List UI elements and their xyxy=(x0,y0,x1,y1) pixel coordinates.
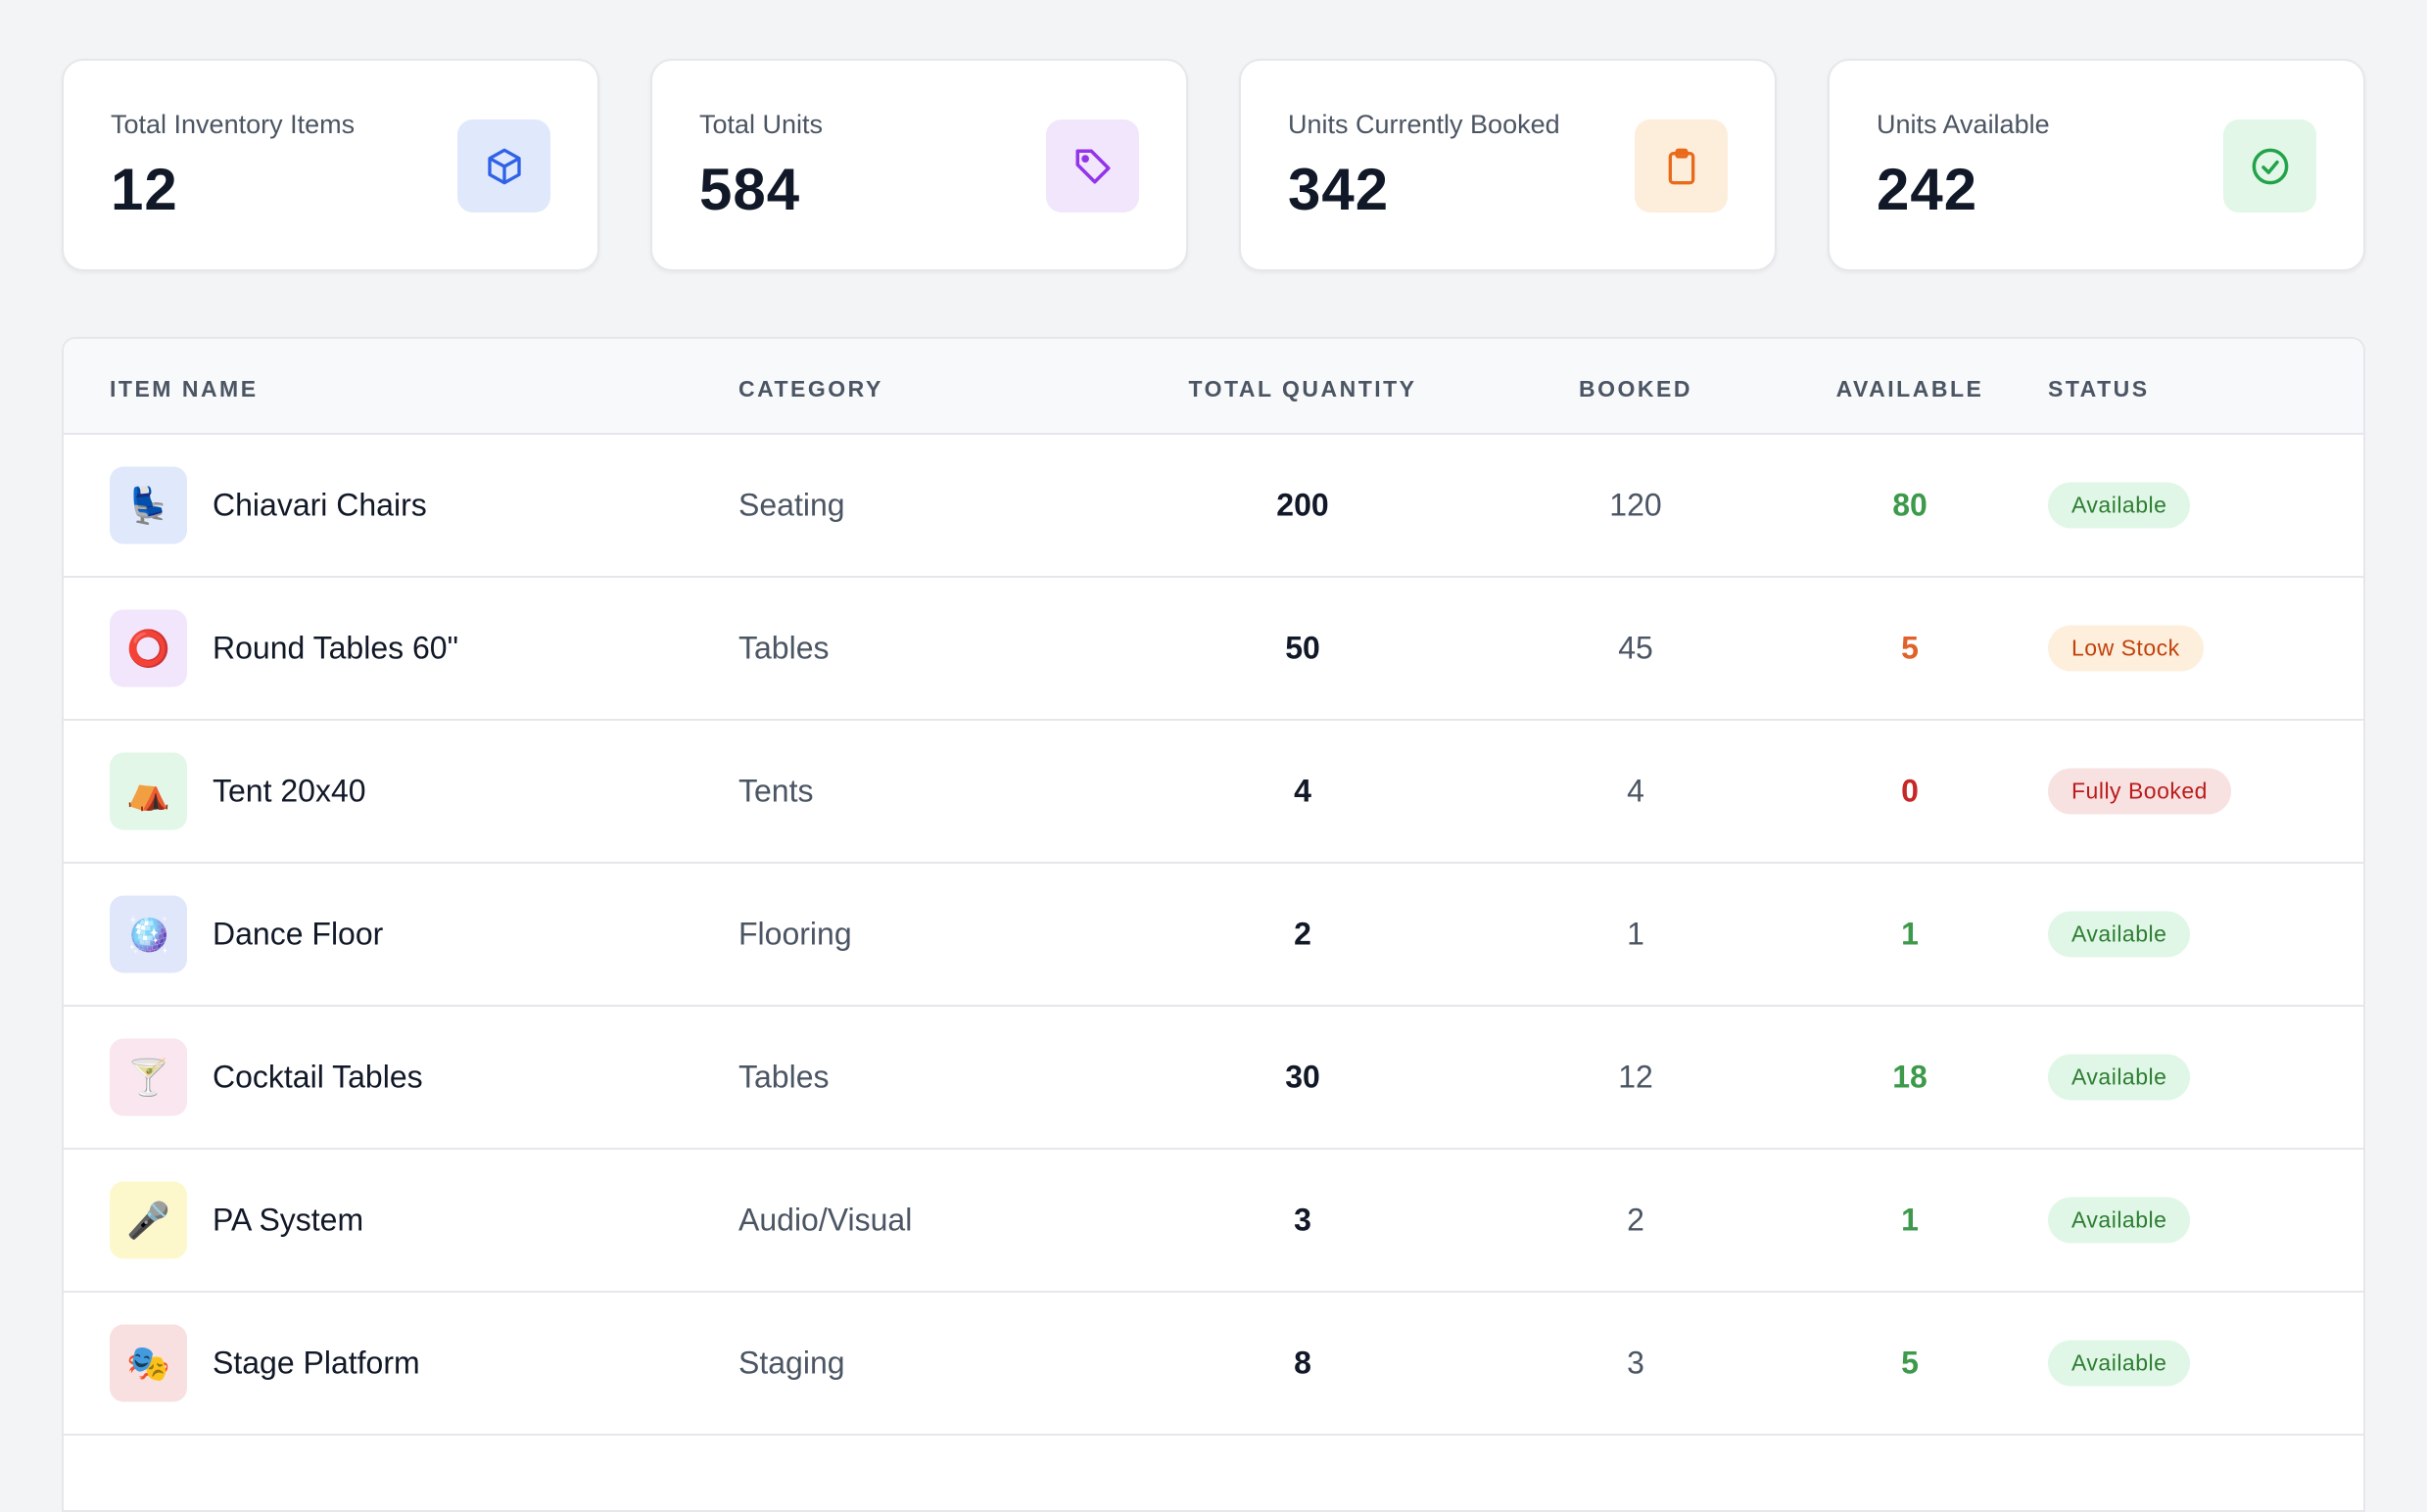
table-row[interactable]: ⭕ Round Tables 60" Tables 50 45 5 Low Stock xyxy=(64,578,2363,721)
item-name: PA System xyxy=(213,1202,364,1238)
item-name: Dance Floor xyxy=(213,916,384,952)
status-badge: Available xyxy=(2048,911,2191,958)
item-category: Tents xyxy=(738,773,814,809)
item-total-quantity: 8 xyxy=(1294,1345,1311,1381)
item-booked: 4 xyxy=(1627,773,1644,809)
item-total-quantity: 50 xyxy=(1285,630,1320,666)
item-name: Tent 20x40 xyxy=(213,773,366,809)
table-row[interactable]: ⛺ Tent 20x40 Tents 4 4 0 Fully Booked xyxy=(64,721,2363,864)
item-category: Audio/Visual xyxy=(738,1202,913,1238)
check-circle-icon xyxy=(2223,119,2316,213)
stat-value: 12 xyxy=(111,157,178,222)
header-status[interactable]: STATUS xyxy=(2048,376,2150,402)
item-icon: 🎤 xyxy=(110,1181,187,1259)
item-category: Tables xyxy=(738,1059,830,1095)
item-booked: 1 xyxy=(1627,916,1644,952)
item-booked: 45 xyxy=(1618,630,1653,666)
item-emoji-icon: 🪩 xyxy=(126,914,170,954)
status-badge: Low Stock xyxy=(2048,625,2204,672)
item-booked: 2 xyxy=(1627,1202,1644,1238)
stat-label: Total Units xyxy=(699,110,824,139)
stat-card-total-items: Total Inventory Items 12 xyxy=(62,59,599,271)
table-row[interactable]: 🎭 Stage Platform Staging 8 3 5 Available xyxy=(64,1293,2363,1436)
header-booked[interactable]: BOOKED xyxy=(1579,376,1692,402)
status-badge: Available xyxy=(2048,1054,2191,1101)
stat-card-total-units: Total Units 584 xyxy=(650,59,1188,271)
item-emoji-icon: ⭕ xyxy=(126,628,170,668)
header-available[interactable]: AVAILABLE xyxy=(1835,376,1984,402)
item-category: Seating xyxy=(738,487,845,523)
item-icon: ⭕ xyxy=(110,609,187,687)
stat-value: 584 xyxy=(699,157,801,222)
item-icon: 🎭 xyxy=(110,1324,187,1402)
header-category[interactable]: CATEGORY xyxy=(738,376,883,402)
item-emoji-icon: ⛺ xyxy=(126,771,170,811)
item-category: Staging xyxy=(738,1345,845,1381)
tag-icon xyxy=(1046,119,1139,213)
stats-cards: Total Inventory Items 12 Total Units 584… xyxy=(62,59,2365,271)
item-available: 18 xyxy=(1892,1059,1927,1095)
item-emoji-icon: 🎭 xyxy=(126,1343,170,1383)
item-emoji-icon: 🍸 xyxy=(126,1057,170,1097)
table-row[interactable] xyxy=(64,1436,2363,1510)
item-icon: 🪩 xyxy=(110,895,187,973)
item-total-quantity: 2 xyxy=(1294,916,1311,952)
stat-card-units-booked: Units Currently Booked 342 xyxy=(1239,59,1777,271)
item-icon: 🍸 xyxy=(110,1038,187,1116)
clipboard-icon xyxy=(1635,119,1728,213)
item-category: Flooring xyxy=(738,916,852,952)
stat-label: Units Available xyxy=(1877,110,2050,139)
item-available: 1 xyxy=(1901,916,1919,952)
status-badge: Available xyxy=(2048,1197,2191,1244)
item-booked: 120 xyxy=(1609,487,1662,523)
header-item-name[interactable]: ITEM NAME xyxy=(110,376,259,402)
table-row[interactable]: 🪩 Dance Floor Flooring 2 1 1 Available xyxy=(64,864,2363,1007)
item-name: Cocktail Tables xyxy=(213,1059,423,1095)
cube-icon xyxy=(457,119,550,213)
item-available: 5 xyxy=(1901,1345,1919,1381)
item-total-quantity: 200 xyxy=(1276,487,1329,523)
status-badge: Fully Booked xyxy=(2048,768,2231,815)
item-available: 5 xyxy=(1901,630,1919,666)
inventory-table: ITEM NAME CATEGORY TOTAL QUANTITY BOOKED… xyxy=(62,337,2365,1512)
table-row[interactable]: 🍸 Cocktail Tables Tables 30 12 18 Available xyxy=(64,1007,2363,1150)
item-name: Chiavari Chairs xyxy=(213,487,427,523)
stat-label: Units Currently Booked xyxy=(1288,110,1560,139)
stat-label: Total Inventory Items xyxy=(111,110,356,139)
stat-value: 242 xyxy=(1877,157,1978,222)
stat-value: 342 xyxy=(1288,157,1390,222)
item-emoji-icon: 💺 xyxy=(126,485,170,525)
item-category: Tables xyxy=(738,630,830,666)
item-total-quantity: 3 xyxy=(1294,1202,1311,1238)
status-badge: Available xyxy=(2048,482,2191,529)
stat-card-units-available: Units Available 242 xyxy=(1828,59,2365,271)
item-emoji-icon: 🎤 xyxy=(126,1200,170,1240)
item-available: 1 xyxy=(1901,1202,1919,1238)
item-total-quantity: 4 xyxy=(1294,773,1311,809)
item-name: Round Tables 60" xyxy=(213,630,458,666)
status-badge: Available xyxy=(2048,1340,2191,1387)
table-row[interactable]: 💺 Chiavari Chairs Seating 200 120 80 Available xyxy=(64,435,2363,578)
header-total-quantity[interactable]: TOTAL QUANTITY xyxy=(1188,376,1417,402)
item-available: 80 xyxy=(1892,487,1927,523)
item-total-quantity: 30 xyxy=(1285,1059,1320,1095)
table-body: 💺 Chiavari Chairs Seating 200 120 80 Available… xyxy=(64,435,2363,1510)
table-header: ITEM NAME CATEGORY TOTAL QUANTITY BOOKED… xyxy=(64,339,2363,435)
item-booked: 12 xyxy=(1618,1059,1653,1095)
item-available: 0 xyxy=(1901,773,1919,809)
item-booked: 3 xyxy=(1627,1345,1644,1381)
item-icon: 💺 xyxy=(110,466,187,544)
table-row[interactable]: 🎤 PA System Audio/Visual 3 2 1 Available xyxy=(64,1150,2363,1293)
item-icon: ⛺ xyxy=(110,752,187,830)
item-name: Stage Platform xyxy=(213,1345,420,1381)
